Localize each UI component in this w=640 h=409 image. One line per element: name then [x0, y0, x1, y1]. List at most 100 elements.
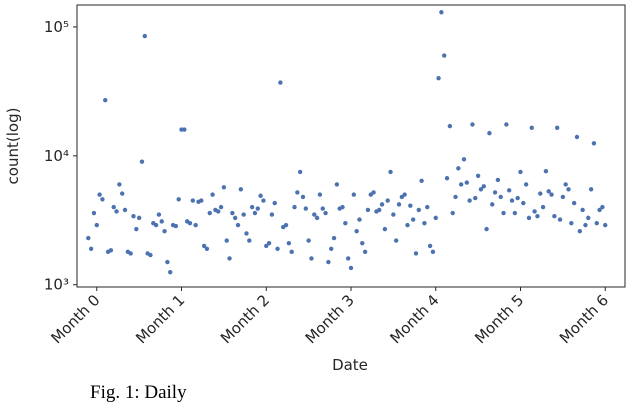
point [444, 176, 450, 181]
point [439, 10, 444, 15]
point [543, 168, 549, 174]
point [580, 207, 585, 213]
point [569, 221, 574, 226]
point [427, 243, 433, 249]
point [309, 256, 314, 261]
point [159, 219, 164, 224]
point [563, 182, 568, 187]
point [588, 187, 594, 192]
point [204, 246, 210, 251]
y-axis-label: count(log) [4, 108, 22, 185]
x-tick-label: Month 6 [556, 291, 612, 347]
point [597, 207, 602, 213]
point [566, 187, 571, 192]
point [278, 80, 283, 85]
point [114, 209, 119, 214]
point [560, 194, 566, 200]
point [255, 206, 260, 211]
point [603, 222, 608, 228]
point [396, 202, 402, 207]
point [470, 122, 475, 127]
point [371, 190, 376, 195]
point [247, 238, 252, 243]
point [148, 252, 153, 258]
point [343, 221, 348, 226]
point [492, 190, 498, 195]
x-tick-label: Month 4 [386, 291, 442, 347]
point [416, 207, 421, 213]
point [506, 188, 512, 193]
point [501, 210, 506, 216]
point [348, 265, 354, 271]
point [377, 207, 382, 213]
point [600, 204, 605, 210]
point [571, 200, 577, 206]
point [475, 173, 481, 178]
point [182, 127, 187, 132]
point [357, 217, 362, 222]
point [329, 246, 334, 251]
point [91, 210, 97, 216]
point [230, 210, 235, 216]
point [297, 169, 303, 175]
point [546, 189, 551, 194]
point [408, 203, 413, 208]
plot-frame [76, 4, 626, 288]
point [512, 210, 518, 216]
point [340, 204, 345, 210]
point [108, 248, 114, 253]
point [224, 238, 229, 243]
y-tick-label: 10⁵ [44, 18, 69, 36]
point [456, 166, 461, 171]
point [388, 169, 393, 175]
caption: Fig. 1: Daily [90, 382, 187, 403]
point [557, 217, 563, 222]
point [402, 192, 407, 197]
point [168, 270, 173, 275]
point [201, 243, 207, 249]
point [591, 141, 597, 146]
point [232, 215, 238, 221]
point [238, 187, 244, 192]
point [136, 215, 142, 221]
point [498, 194, 503, 200]
point [119, 191, 125, 196]
point [509, 198, 515, 203]
point [210, 192, 215, 197]
point [481, 184, 486, 189]
point [535, 214, 540, 219]
point [173, 223, 179, 229]
point [323, 210, 328, 216]
point [275, 246, 280, 251]
point [326, 259, 331, 265]
point [241, 212, 246, 217]
point [458, 182, 464, 187]
point [490, 202, 495, 207]
point [320, 206, 325, 211]
point [272, 200, 277, 206]
point [117, 182, 122, 187]
point [405, 222, 410, 228]
point [312, 212, 317, 217]
point [266, 240, 272, 246]
point [122, 207, 128, 213]
point [360, 240, 365, 246]
point [261, 198, 266, 203]
point [430, 249, 436, 255]
point [218, 204, 224, 210]
point [88, 246, 94, 251]
point [464, 180, 470, 185]
point [552, 214, 557, 219]
point [187, 221, 193, 226]
point [97, 192, 102, 197]
y-tick-label: 10³ [44, 276, 69, 294]
point [111, 204, 116, 210]
point [128, 251, 133, 256]
point [473, 195, 478, 201]
point [529, 125, 534, 130]
point [583, 222, 588, 228]
point [453, 194, 458, 200]
point [286, 240, 292, 246]
point [103, 98, 108, 103]
